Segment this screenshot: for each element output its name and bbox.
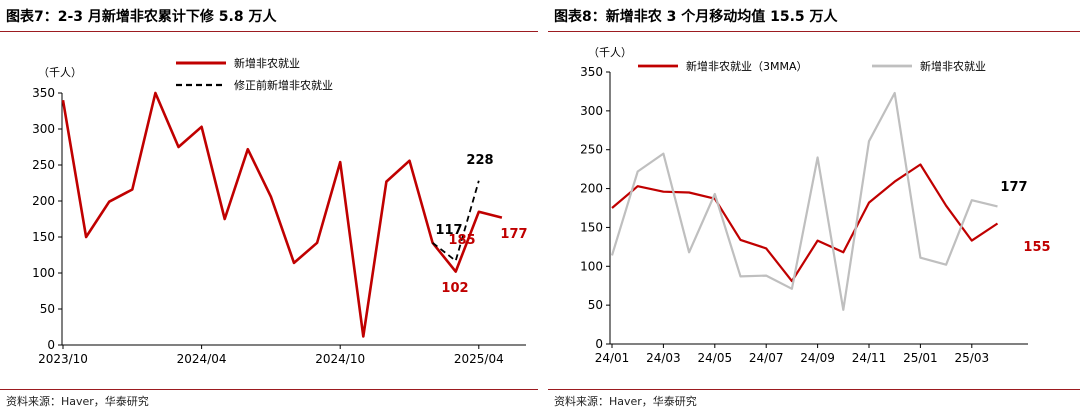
left-source-note: 资料来源：Haver，华泰研究 bbox=[6, 395, 149, 408]
right-source-rule bbox=[548, 389, 1080, 390]
y-tick-label: 100 bbox=[32, 266, 55, 280]
y-unit-label: （千人） bbox=[38, 66, 82, 79]
x-tick-label: 24/03 bbox=[646, 351, 681, 365]
series-line-1 bbox=[432, 180, 480, 262]
left-title-rule bbox=[0, 31, 538, 32]
x-tick-label: 24/05 bbox=[698, 351, 733, 365]
y-tick-label: 300 bbox=[32, 122, 55, 136]
legend-label-0: 新增非农就业（3MMA） bbox=[686, 59, 808, 73]
series-line-0 bbox=[61, 91, 503, 338]
left-source-rule bbox=[0, 389, 538, 390]
x-tick-label: 24/01 bbox=[595, 351, 630, 365]
y-tick-label: 0 bbox=[595, 337, 603, 351]
data-label-102: 102 bbox=[441, 281, 468, 296]
y-tick-label: 0 bbox=[47, 338, 55, 352]
series-line-1 bbox=[610, 91, 998, 311]
x-tick-label: 2025/04 bbox=[454, 352, 504, 366]
y-tick-label: 350 bbox=[32, 86, 55, 100]
series-line-0 bbox=[611, 163, 999, 283]
x-tick-label: 2024/10 bbox=[315, 352, 365, 366]
legend-label-1: 新增非农就业 bbox=[920, 59, 986, 73]
x-tick-label: 25/01 bbox=[903, 351, 938, 365]
x-tick-label: 24/11 bbox=[852, 351, 887, 365]
legend-label-0: 新增非农就业 bbox=[234, 56, 300, 70]
y-tick-label: 250 bbox=[580, 143, 603, 157]
y-tick-label: 350 bbox=[580, 65, 603, 79]
data-label-155: 155 bbox=[1023, 240, 1050, 255]
data-label-177: 177 bbox=[1000, 180, 1027, 195]
left-chart-panel: 图表7：2-3 月新增非农累计下修 5.8 万人 0 50 100 150 200 250… bbox=[0, 0, 538, 413]
data-label-228: 228 bbox=[466, 153, 493, 168]
left-chart-title: 图表7：2-3 月新增非农累计下修 5.8 万人 bbox=[6, 9, 277, 25]
y-tick-label: 150 bbox=[580, 220, 603, 234]
right-chart-panel: 图表8：新增非农 3 个月移动均值 15.5 万人 0 50 100 150 200 25… bbox=[548, 0, 1080, 413]
right-source-note: 资料来源：Haver，华泰研究 bbox=[554, 395, 697, 408]
y-tick-label: 300 bbox=[580, 104, 603, 118]
x-tick-label: 24/07 bbox=[749, 351, 784, 365]
data-label-185: 185 bbox=[448, 233, 475, 248]
y-tick-label: 250 bbox=[32, 158, 55, 172]
y-tick-label: 200 bbox=[32, 194, 55, 208]
x-tick-label: 24/09 bbox=[800, 351, 835, 365]
y-unit-label: （千人） bbox=[588, 46, 632, 59]
right-title-rule bbox=[548, 31, 1080, 32]
x-tick-label: 25/03 bbox=[955, 351, 990, 365]
y-tick-label: 150 bbox=[32, 230, 55, 244]
data-label-117: 117 bbox=[435, 223, 462, 238]
legend-label-1: 修正前新增非农就业 bbox=[234, 78, 333, 92]
y-tick-label: 200 bbox=[580, 182, 603, 196]
y-tick-label: 50 bbox=[588, 298, 603, 312]
left-line-chart: 0 50 100 150 200 250 300 350 （千人） 2023/10 2024/04 2… bbox=[32, 56, 527, 366]
x-tick-label: 2023/10 bbox=[38, 352, 88, 366]
y-tick-label: 50 bbox=[40, 302, 55, 316]
right-chart-title: 图表8：新增非农 3 个月移动均值 15.5 万人 bbox=[554, 9, 838, 25]
x-tick-label: 2024/04 bbox=[177, 352, 227, 366]
y-tick-label: 100 bbox=[580, 259, 603, 273]
data-label-177: 177 bbox=[500, 227, 527, 242]
right-line-chart: 0 50 100 150 200 250 300 350 （千人） 24/01 24/03 24/05… bbox=[580, 46, 1050, 365]
